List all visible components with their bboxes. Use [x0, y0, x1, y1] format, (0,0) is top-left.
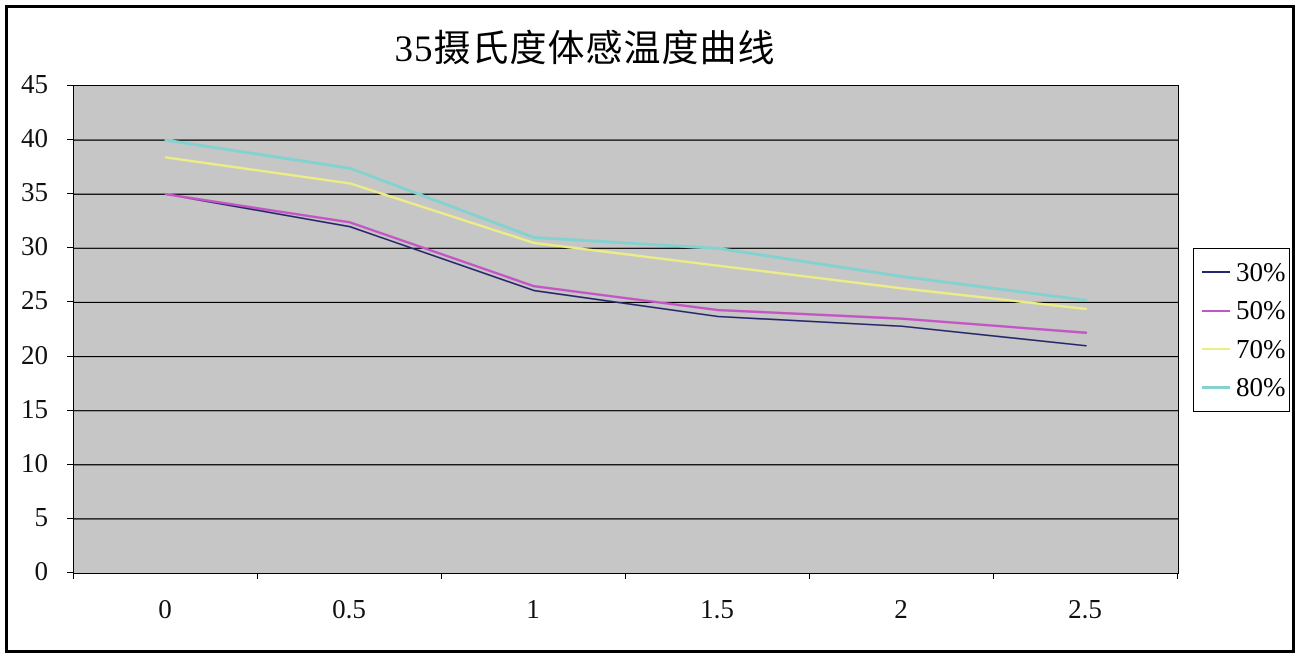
y-tick-mark [67, 572, 73, 573]
legend-item-50%: 50% [1194, 297, 1289, 324]
x-axis-label-0.5: 0.5 [332, 594, 366, 624]
x-axis-label-1: 1 [526, 594, 540, 624]
x-axis-label-2: 2 [894, 594, 908, 624]
series-line-30% [165, 193, 1087, 347]
y-axis-label-35: 35 [21, 177, 48, 208]
chart-title: 35摄氏度体感温度曲线 [394, 29, 776, 70]
y-axis-label-15: 15 [21, 393, 48, 424]
x-tick-mark [257, 573, 258, 579]
y-axis-label-45: 45 [21, 69, 48, 99]
legend-label-50%: 50% [1236, 295, 1286, 326]
legend-swatch-30% [1202, 271, 1230, 274]
x-tick-mark [1177, 573, 1178, 579]
y-axis-label-40: 40 [21, 123, 48, 154]
y-axis-label-0: 0 [34, 556, 49, 586]
legend-label-70%: 70% [1236, 333, 1286, 364]
y-axis-label-10: 10 [21, 447, 48, 478]
legend-swatch-80% [1202, 386, 1230, 390]
y-axis-label-20: 20 [21, 339, 48, 370]
y-tick-mark [67, 85, 73, 86]
x-tick-mark [625, 573, 626, 579]
y-tick-mark [67, 355, 73, 357]
y-tick-mark [67, 301, 73, 303]
legend-item-30%: 30% [1194, 256, 1289, 287]
legend: 30% 50% 70% 80% [1193, 248, 1290, 412]
x-tick-mark [73, 573, 74, 579]
y-tick-mark [67, 247, 73, 249]
y-tick-mark [67, 517, 73, 519]
x-tick-mark [993, 573, 994, 579]
plot-area [73, 85, 1255, 650]
legend-label-80%: 80% [1236, 372, 1286, 403]
legend-swatch-50% [1202, 309, 1230, 312]
legend-item-80%: 80% [1194, 374, 1289, 401]
y-tick-mark [67, 463, 73, 465]
x-axis-label-0: 0 [158, 594, 172, 624]
x-tick-mark [809, 573, 810, 579]
y-axis-label-30: 30 [21, 231, 48, 262]
legend-item-70%: 70% [1194, 333, 1289, 364]
y-axis-label-25: 25 [21, 285, 48, 316]
legend-swatch-70% [1202, 348, 1230, 351]
legend-label-30%: 30% [1236, 256, 1286, 287]
y-tick-mark [67, 139, 73, 141]
series-line-70% [164, 156, 1088, 311]
plot-background [74, 86, 1178, 573]
plot-svg [74, 86, 1178, 573]
y-axis-label-5: 5 [34, 501, 49, 532]
x-axis-label-2.5: 2.5 [1068, 594, 1102, 624]
x-tick-mark [441, 573, 442, 579]
x-axis-label-1.5: 1.5 [700, 594, 734, 624]
series-line-50% [164, 193, 1088, 334]
series-line-80% [164, 138, 1088, 302]
y-tick-mark [67, 193, 73, 195]
y-tick-mark [67, 409, 73, 411]
